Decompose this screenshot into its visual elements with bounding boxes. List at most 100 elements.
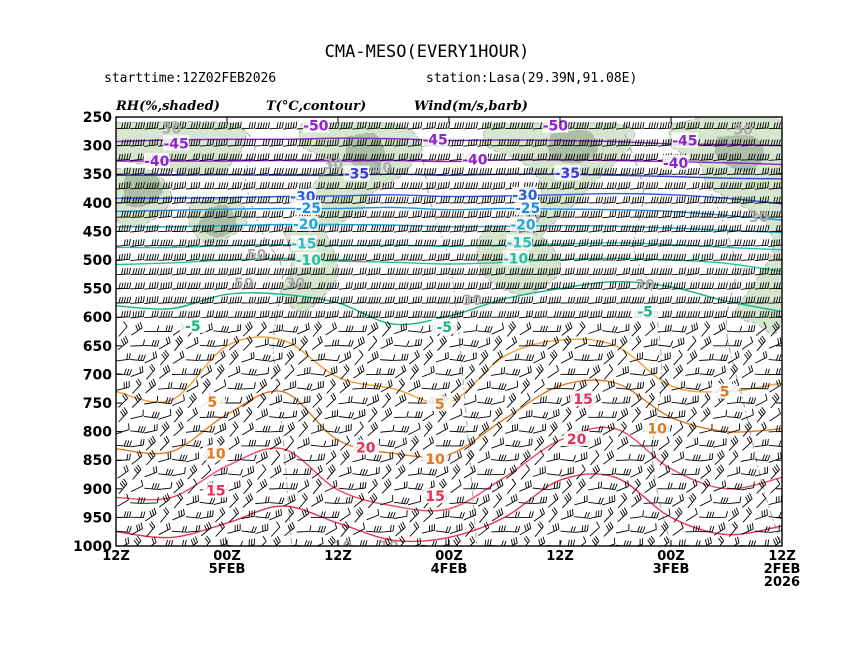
- wind-barb: [296, 267, 312, 276]
- wind-barb: [199, 167, 215, 176]
- wind-barb: [685, 310, 701, 318]
- wind-barb: [685, 367, 700, 376]
- wind-barb: [685, 395, 699, 405]
- wind-barb: [491, 181, 506, 190]
- wind-barb: [574, 139, 590, 147]
- wind-barb: [588, 411, 604, 418]
- wind-barb: [421, 239, 437, 247]
- wind-barb: [629, 440, 645, 447]
- wind-barb: [465, 521, 475, 537]
- wind-barb: [227, 181, 242, 190]
- wind-barb: [269, 324, 284, 333]
- wind-barb: [283, 337, 297, 349]
- wind-barb: [532, 466, 546, 477]
- wind-barb: [310, 453, 326, 462]
- wind-barb: [435, 167, 450, 176]
- wind-barb: [478, 349, 489, 366]
- wind-barb: [366, 139, 382, 147]
- rh-contour-label: 50: [247, 247, 267, 263]
- wind-barb: [770, 392, 780, 409]
- wind-barb: [185, 310, 201, 319]
- wind-barb: [616, 323, 630, 334]
- wind-barb: [629, 253, 645, 262]
- wind-barb: [185, 282, 201, 290]
- wind-barb: [256, 378, 268, 394]
- wind-barb: [144, 423, 158, 434]
- wind-barb: [602, 196, 617, 204]
- wind-barb: [227, 239, 243, 247]
- wind-barb: [185, 122, 201, 130]
- y-tick-label: 300: [83, 139, 112, 155]
- wind-barb: [158, 336, 171, 350]
- wind-barb: [241, 296, 257, 304]
- wind-barb: [255, 153, 270, 161]
- wind-barb: [393, 210, 409, 218]
- wind-barb: [130, 196, 146, 204]
- wind-barb: [713, 253, 728, 261]
- wind-barb: [643, 296, 659, 304]
- wind-barb: [449, 224, 464, 233]
- wind-barb: [717, 535, 725, 546]
- wind-barb: [381, 321, 392, 337]
- wind-barb: [768, 368, 782, 375]
- temperature-label-bg: [179, 317, 206, 333]
- wind-barb: [603, 507, 614, 523]
- wind-barb: [699, 267, 714, 276]
- wind-barb: [768, 425, 782, 433]
- wind-barb: [602, 121, 617, 130]
- wind-barb: [726, 224, 742, 233]
- wind-barb: [185, 181, 201, 190]
- wind-barb: [241, 139, 257, 147]
- wind-barb: [754, 509, 768, 520]
- wind-barb: [213, 310, 229, 318]
- wind-barb: [366, 394, 380, 407]
- wind-barb: [546, 253, 562, 261]
- wind-barb: [615, 253, 631, 261]
- wind-barb: [631, 321, 642, 337]
- wind-barb: [340, 521, 350, 537]
- wind-barb: [685, 296, 701, 304]
- wind-barb: [310, 423, 324, 434]
- wind-barb: [546, 138, 562, 147]
- wind-barb: [366, 454, 382, 462]
- wind-barb: [740, 121, 756, 130]
- wind-barb: [615, 153, 631, 161]
- wind-barb: [546, 239, 562, 247]
- wind-barb: [645, 378, 656, 394]
- wind-barb: [130, 438, 145, 448]
- wind-barb: [435, 196, 451, 204]
- wind-barb: [449, 296, 464, 304]
- temperature-contour-label: 5: [207, 395, 217, 411]
- temperature-contour-label: 10: [425, 452, 445, 468]
- wind-barb: [768, 354, 782, 362]
- wind-barb: [393, 253, 409, 261]
- wind-barb: [242, 393, 254, 408]
- wind-barb: [740, 225, 756, 233]
- wind-barb: [185, 253, 201, 262]
- wind-barb: [241, 465, 255, 478]
- wind-barb: [421, 310, 437, 318]
- wind-barb: [672, 493, 685, 507]
- wind-barb: [700, 336, 712, 350]
- wind-barb: [726, 310, 742, 319]
- wind-barb: [504, 282, 520, 290]
- wind-barb: [699, 525, 715, 533]
- wind-barb: [561, 478, 572, 494]
- wind-barb: [171, 239, 187, 247]
- wind-barb: [324, 253, 340, 261]
- wind-barb: [144, 281, 159, 290]
- wind-barb: [407, 310, 423, 318]
- wind-barb: [185, 440, 202, 448]
- wind-barb: [686, 479, 698, 493]
- wind-barb: [324, 196, 340, 204]
- wind-barb: [699, 368, 715, 376]
- wind-barb: [201, 378, 211, 394]
- wind-barb: [144, 121, 159, 130]
- wind-barb: [562, 407, 572, 423]
- wind-barb: [728, 521, 738, 537]
- wind-barb: [727, 423, 741, 434]
- wind-barb: [228, 436, 240, 450]
- wind-barb: [380, 310, 395, 319]
- wind-barb: [297, 437, 310, 449]
- wind-barb: [772, 536, 781, 546]
